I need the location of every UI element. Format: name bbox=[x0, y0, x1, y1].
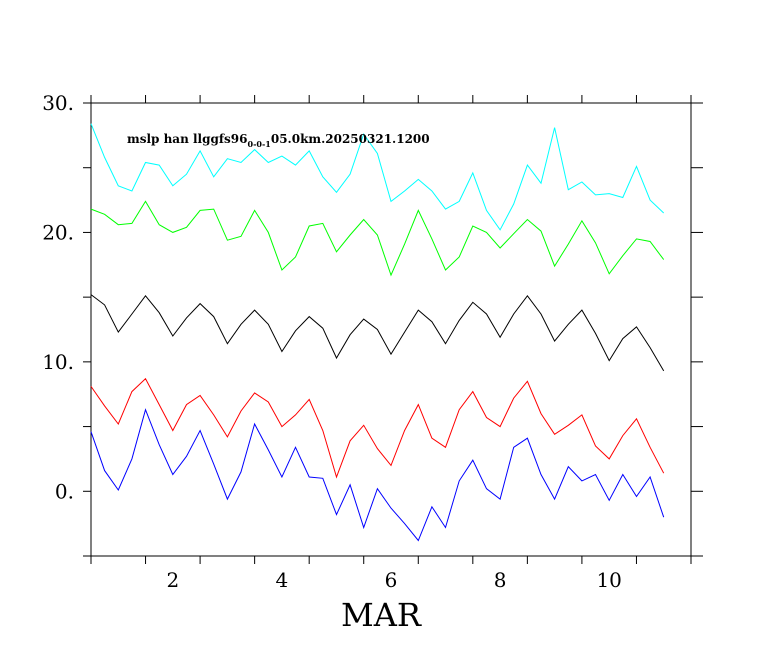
chart-title-main: mslp han llggfs96 bbox=[127, 132, 248, 146]
y-tick-label: 30. bbox=[42, 91, 74, 115]
x-tick-label: 6 bbox=[385, 568, 398, 592]
series-line-5 bbox=[90, 408, 665, 542]
y-tick-label: 10. bbox=[42, 350, 74, 374]
axis-ticks bbox=[83, 95, 703, 564]
plot-frame bbox=[90, 102, 692, 557]
series-line-3 bbox=[90, 294, 665, 372]
x-tick-labels: 2 4 6 8 10 bbox=[166, 568, 621, 592]
x-tick-label: 2 bbox=[166, 568, 179, 592]
y-tick-label: 0. bbox=[55, 479, 74, 503]
series-lines bbox=[90, 123, 665, 542]
y-tick-labels: 0. 10. 20. 30. bbox=[42, 91, 74, 503]
chart-title-tail: 05.0km.20250321.1200 bbox=[271, 132, 430, 146]
chart-title: mslp han llggfs960-0-105.0km.20250321.12… bbox=[127, 132, 430, 149]
series-line-1 bbox=[90, 123, 665, 231]
y-tick-label: 20. bbox=[42, 220, 74, 244]
x-axis-label: MAR bbox=[341, 596, 422, 634]
series-line-2 bbox=[90, 200, 665, 277]
chart-title-subscript: 0-0-1 bbox=[248, 139, 271, 149]
x-tick-label: 8 bbox=[494, 568, 507, 592]
series-line-4 bbox=[90, 377, 665, 479]
x-tick-label: 10 bbox=[596, 568, 621, 592]
x-tick-label: 4 bbox=[276, 568, 289, 592]
